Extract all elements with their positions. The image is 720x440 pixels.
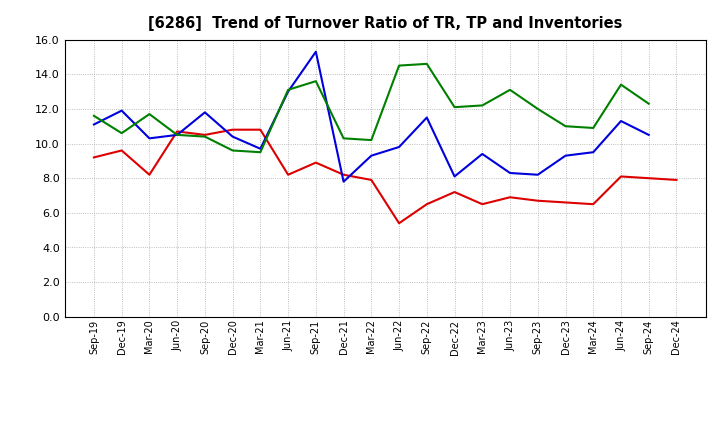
Line: Trade Payables: Trade Payables [94, 52, 649, 182]
Trade Receivables [450, 189, 459, 194]
Trade Payables [117, 108, 126, 113]
Inventories [228, 148, 237, 153]
Trade Payables [423, 115, 431, 120]
Inventories [339, 136, 348, 141]
Inventories [117, 131, 126, 136]
Inventories [589, 125, 598, 131]
Inventories [395, 63, 403, 68]
Trade Receivables [312, 160, 320, 165]
Inventories [367, 137, 376, 143]
Trade Payables [228, 134, 237, 139]
Title: [6286]  Trend of Turnover Ratio of TR, TP and Inventories: [6286] Trend of Turnover Ratio of TR, TP… [148, 16, 622, 32]
Trade Receivables [173, 129, 181, 134]
Trade Payables [616, 118, 625, 124]
Inventories [561, 124, 570, 129]
Trade Receivables [256, 127, 265, 132]
Trade Receivables [201, 132, 210, 138]
Trade Payables [589, 150, 598, 155]
Trade Payables [173, 132, 181, 138]
Trade Receivables [616, 174, 625, 179]
Trade Payables [505, 170, 514, 176]
Trade Receivables [395, 220, 403, 226]
Trade Receivables [117, 148, 126, 153]
Inventories [312, 78, 320, 84]
Trade Receivables [589, 202, 598, 207]
Trade Payables [201, 110, 210, 115]
Trade Receivables [423, 202, 431, 207]
Trade Payables [339, 179, 348, 184]
Trade Payables [367, 153, 376, 158]
Trade Payables [89, 122, 98, 127]
Trade Receivables [561, 200, 570, 205]
Trade Payables [450, 174, 459, 179]
Trade Receivables [478, 202, 487, 207]
Trade Payables [561, 153, 570, 158]
Inventories [284, 87, 292, 92]
Inventories [534, 106, 542, 111]
Inventories [173, 132, 181, 138]
Trade Receivables [284, 172, 292, 177]
Inventories [478, 103, 487, 108]
Legend: Trade Receivables, Trade Payables, Inventories: Trade Receivables, Trade Payables, Inven… [188, 439, 582, 440]
Trade Payables [534, 172, 542, 177]
Trade Payables [395, 144, 403, 150]
Inventories [505, 87, 514, 92]
Trade Receivables [367, 177, 376, 183]
Trade Receivables [534, 198, 542, 203]
Line: Inventories: Inventories [94, 64, 649, 152]
Inventories [450, 105, 459, 110]
Trade Receivables [644, 176, 653, 181]
Trade Payables [312, 49, 320, 55]
Trade Payables [145, 136, 154, 141]
Trade Receivables [339, 172, 348, 177]
Inventories [256, 150, 265, 155]
Inventories [616, 82, 625, 87]
Trade Payables [478, 151, 487, 157]
Inventories [201, 134, 210, 139]
Trade Payables [256, 146, 265, 151]
Inventories [644, 101, 653, 106]
Inventories [145, 111, 154, 117]
Inventories [423, 61, 431, 66]
Trade Receivables [145, 172, 154, 177]
Trade Payables [644, 132, 653, 138]
Inventories [89, 113, 98, 118]
Line: Trade Receivables: Trade Receivables [94, 130, 677, 223]
Trade Receivables [89, 155, 98, 160]
Trade Payables [284, 89, 292, 94]
Trade Receivables [228, 127, 237, 132]
Trade Receivables [505, 194, 514, 200]
Trade Receivables [672, 177, 681, 183]
